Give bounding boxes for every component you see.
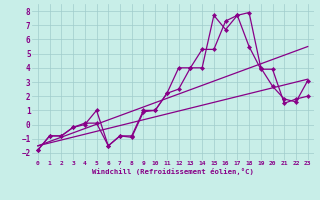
X-axis label: Windchill (Refroidissement éolien,°C): Windchill (Refroidissement éolien,°C) <box>92 168 254 175</box>
